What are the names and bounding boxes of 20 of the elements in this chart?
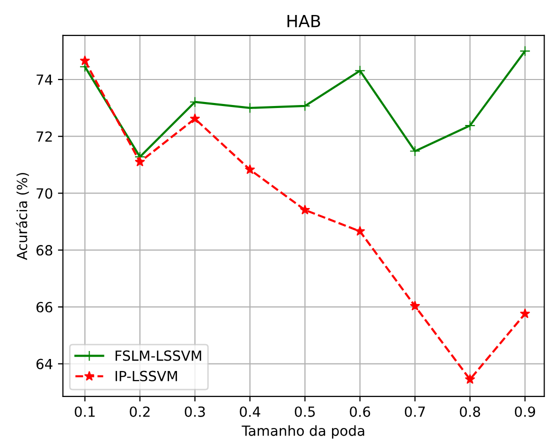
x-tick-label: 0.9 — [514, 406, 536, 417]
x-tick-label: 0.3 — [184, 406, 205, 417]
x-axis-title: Tamanho da poda — [242, 425, 364, 439]
chart-title: HAB — [288, 14, 320, 28]
y-tick-label: 74 — [36, 74, 52, 85]
y-tick-label: 72 — [36, 131, 52, 142]
y-axis-title: Acurácia (%) — [16, 172, 29, 260]
y-tick-label: 66 — [36, 302, 52, 312]
legend-label: FSLM-LSSVM — [116, 350, 202, 361]
y-tick-label: 68 — [36, 245, 52, 256]
legend-label: IP-LSSVM — [116, 370, 177, 382]
x-tick-label: 0.5 — [294, 406, 315, 417]
x-tick-label: 0.7 — [404, 406, 425, 417]
x-tick-label: 0.6 — [350, 406, 370, 417]
y-tick-label: 70 — [36, 188, 52, 199]
x-tick-label: 0.8 — [460, 406, 480, 417]
x-tick-label: 0.2 — [130, 406, 150, 417]
y-tick-label: 64 — [36, 358, 52, 370]
x-tick-label: 0.1 — [74, 406, 95, 417]
x-tick-label: 0.4 — [240, 406, 260, 417]
